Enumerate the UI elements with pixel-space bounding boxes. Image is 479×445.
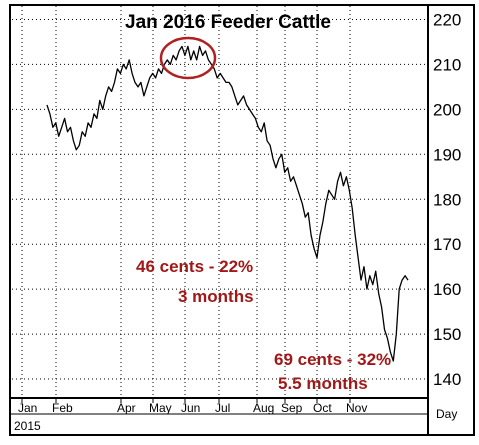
chart-title: Jan 2016 Feeder Cattle bbox=[125, 12, 331, 33]
x-tick-label: Nov bbox=[346, 401, 367, 415]
y-axis-ticks: 140 150 160 170 180 190 200 210 220 bbox=[433, 10, 461, 389]
x-tick-label: Feb bbox=[52, 401, 73, 415]
annotation-duration-2: 5.5 months bbox=[278, 374, 368, 393]
x-tick-label: Apr bbox=[117, 401, 136, 415]
x-tick-label: Oct bbox=[313, 401, 332, 415]
y-tick-label: 200 bbox=[433, 100, 461, 119]
x-tick-label: Jan bbox=[18, 401, 37, 415]
y-tick-label: 170 bbox=[433, 235, 461, 254]
price-series-line bbox=[46, 45, 409, 362]
annotation-drop-1: 46 cents - 22% bbox=[136, 257, 253, 276]
x-tick-label: Jun bbox=[181, 401, 200, 415]
x-tick-label: Sep bbox=[281, 401, 303, 415]
period-label: Day bbox=[436, 407, 457, 421]
y-tick-label: 190 bbox=[433, 145, 461, 164]
y-tick-label: 220 bbox=[433, 10, 461, 29]
x-tick-label: Jul bbox=[215, 401, 230, 415]
chart-outer-frame bbox=[9, 4, 475, 436]
y-tick-label: 150 bbox=[433, 325, 461, 344]
x-tick-label: Aug bbox=[253, 401, 274, 415]
y-tick-label: 160 bbox=[433, 280, 461, 299]
annotation-duration-1: 3 months bbox=[178, 287, 254, 306]
year-label: 2015 bbox=[14, 419, 41, 433]
peak-highlight-circle bbox=[159, 36, 217, 80]
y-tick-label: 210 bbox=[433, 55, 461, 74]
x-axis-ticks: Jan Feb Apr May Jun Jul Aug Sep Oct Nov bbox=[18, 398, 367, 415]
annotation-drop-2: 69 cents - 32% bbox=[274, 350, 391, 369]
y-tick-label: 140 bbox=[433, 370, 461, 389]
x-tick-label: May bbox=[149, 401, 172, 415]
y-tick-label: 180 bbox=[433, 190, 461, 209]
